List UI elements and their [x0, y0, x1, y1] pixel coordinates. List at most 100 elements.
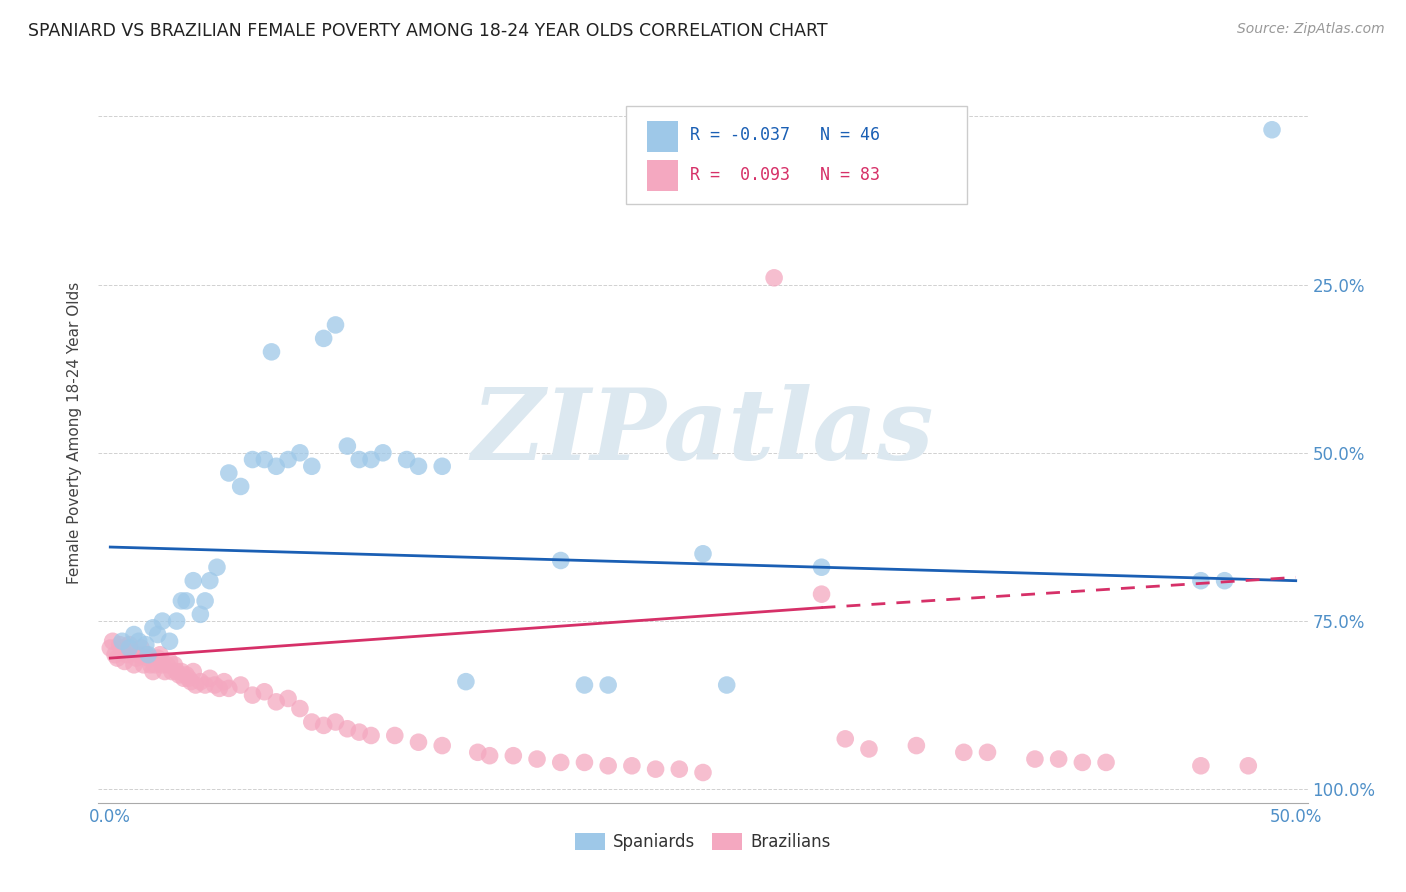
- Point: [360, 729, 382, 743]
- Point: [142, 665, 165, 679]
- Point: [152, 657, 174, 672]
- Point: [108, 638, 131, 652]
- Point: [478, 748, 501, 763]
- Point: [128, 648, 150, 662]
- Point: [98, 640, 121, 655]
- Point: [184, 678, 207, 692]
- Point: [104, 648, 127, 662]
- Point: [180, 674, 202, 689]
- Point: [229, 678, 252, 692]
- Text: R =  0.093   N = 83: R = 0.093 N = 83: [690, 166, 880, 184]
- Point: [204, 678, 226, 692]
- Point: [253, 452, 276, 467]
- Point: [170, 665, 193, 679]
- Point: [135, 648, 157, 662]
- Point: [167, 668, 190, 682]
- Point: [122, 657, 145, 672]
- Point: [550, 553, 572, 567]
- Text: R = -0.037   N = 46: R = -0.037 N = 46: [690, 127, 880, 145]
- Point: [212, 674, 235, 689]
- Point: [858, 742, 880, 756]
- Point: [149, 648, 172, 662]
- Legend: Spaniards, Brazilians: Spaniards, Brazilians: [568, 826, 838, 857]
- Point: [260, 344, 283, 359]
- Point: [810, 587, 832, 601]
- Point: [218, 466, 240, 480]
- Point: [118, 640, 141, 655]
- Point: [668, 762, 690, 776]
- Point: [129, 640, 152, 655]
- Point: [190, 607, 212, 622]
- Point: [146, 627, 169, 641]
- Point: [153, 665, 176, 679]
- Point: [620, 758, 643, 772]
- Point: [384, 729, 406, 743]
- Point: [128, 634, 150, 648]
- Point: [952, 745, 974, 759]
- Point: [132, 657, 155, 672]
- Point: [598, 678, 620, 692]
- Point: [170, 594, 193, 608]
- Point: [173, 671, 195, 685]
- Point: [598, 758, 620, 772]
- Point: [181, 574, 204, 588]
- Point: [114, 655, 136, 669]
- Point: [142, 621, 165, 635]
- Point: [194, 594, 217, 608]
- Point: [174, 668, 197, 682]
- Point: [408, 459, 430, 474]
- Text: Source: ZipAtlas.com: Source: ZipAtlas.com: [1237, 22, 1385, 37]
- Point: [135, 638, 157, 652]
- Point: [121, 644, 143, 658]
- Point: [692, 547, 714, 561]
- Point: [111, 634, 134, 648]
- Point: [242, 452, 264, 467]
- Point: [136, 648, 159, 662]
- Point: [360, 452, 382, 467]
- Point: [101, 634, 124, 648]
- Point: [163, 657, 186, 672]
- Point: [136, 651, 159, 665]
- Point: [1024, 752, 1046, 766]
- Point: [716, 678, 738, 692]
- Point: [301, 714, 323, 729]
- Point: [288, 701, 311, 715]
- Point: [1213, 574, 1236, 588]
- Point: [159, 634, 181, 648]
- Point: [190, 674, 212, 689]
- Point: [1189, 574, 1212, 588]
- Point: [122, 627, 145, 641]
- Point: [408, 735, 430, 749]
- Point: [336, 722, 359, 736]
- Point: [152, 614, 174, 628]
- Point: [218, 681, 240, 696]
- Point: [347, 452, 370, 467]
- Point: [325, 318, 347, 332]
- Text: SPANIARD VS BRAZILIAN FEMALE POVERTY AMONG 18-24 YEAR OLDS CORRELATION CHART: SPANIARD VS BRAZILIAN FEMALE POVERTY AMO…: [28, 22, 828, 40]
- Point: [1071, 756, 1094, 770]
- Point: [174, 594, 197, 608]
- Point: [312, 718, 335, 732]
- Point: [111, 640, 134, 655]
- Point: [1095, 756, 1118, 770]
- Point: [264, 459, 287, 474]
- Point: [905, 739, 928, 753]
- Point: [454, 674, 477, 689]
- Point: [253, 685, 276, 699]
- Point: [277, 691, 299, 706]
- Point: [502, 748, 524, 763]
- Point: [264, 695, 287, 709]
- Text: ZIPatlas: ZIPatlas: [472, 384, 934, 481]
- Point: [432, 739, 454, 753]
- Point: [146, 651, 169, 665]
- Point: [177, 671, 200, 685]
- Point: [208, 681, 231, 696]
- Point: [242, 688, 264, 702]
- Y-axis label: Female Poverty Among 18-24 Year Olds: Female Poverty Among 18-24 Year Olds: [67, 282, 83, 583]
- Point: [692, 765, 714, 780]
- Point: [312, 331, 335, 345]
- Point: [194, 678, 217, 692]
- Point: [834, 731, 856, 746]
- Point: [1047, 752, 1070, 766]
- Point: [432, 459, 454, 474]
